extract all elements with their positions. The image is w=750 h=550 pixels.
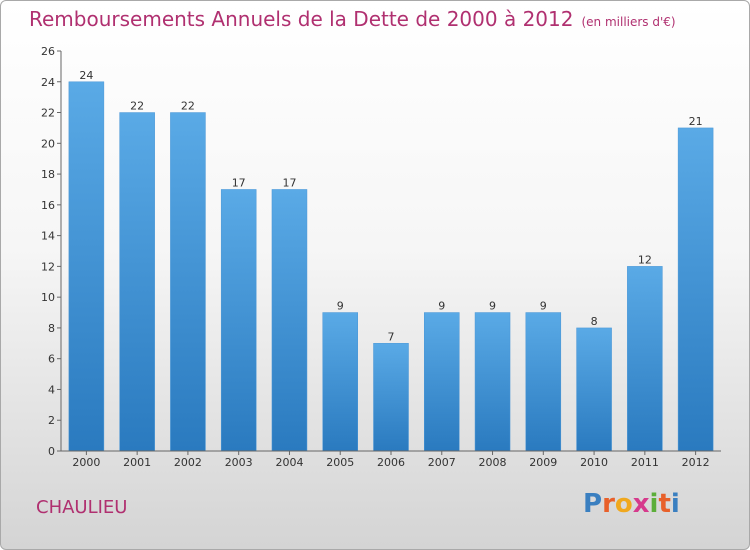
bar [271, 189, 308, 452]
logo-letter: i [649, 489, 659, 519]
bar [119, 112, 155, 452]
title-line: Remboursements Annuels de la Dette de 20… [29, 7, 676, 31]
bar [525, 312, 562, 452]
y-tick-label: 8 [48, 322, 55, 335]
x-tick-label: 2002 [174, 456, 202, 469]
x-tick-label: 2012 [682, 456, 710, 469]
y-tick-label: 14 [41, 230, 55, 243]
bar [627, 266, 663, 452]
data-label: 9 [489, 300, 496, 313]
y-tick-label: 4 [48, 383, 55, 396]
data-label: 22 [130, 100, 144, 113]
y-tick-label: 26 [41, 45, 55, 58]
x-tick-label: 2010 [580, 456, 608, 469]
x-tick-label: 2007 [428, 456, 456, 469]
data-label: 7 [388, 330, 395, 343]
bar [576, 327, 612, 452]
bar [474, 312, 511, 452]
y-tick-label: 20 [41, 137, 55, 150]
data-label: 21 [689, 115, 703, 128]
bar [220, 189, 257, 452]
chart-title: Remboursements Annuels de la Dette de 20… [29, 7, 574, 31]
bars-group: 24 22 22 17 17 9 7 9 9 9 8 12 21 [68, 69, 714, 452]
data-label: 8 [591, 315, 598, 328]
data-label: 22 [181, 100, 195, 113]
logo-letter: i [670, 489, 680, 519]
x-tick-label: 2000 [72, 456, 100, 469]
y-tick-label: 10 [41, 291, 55, 304]
x-tick-label: 2008 [479, 456, 507, 469]
x-tick-label: 2005 [326, 456, 354, 469]
data-label: 24 [79, 69, 93, 82]
data-label: 9 [337, 300, 344, 313]
y-tick-label: 12 [41, 260, 55, 273]
bar [68, 81, 105, 452]
x-tick-label: 2011 [631, 456, 659, 469]
logo-letter: o [614, 489, 633, 519]
y-tick-label: 22 [41, 107, 55, 120]
y-tick-label: 24 [41, 76, 55, 89]
bar [170, 112, 206, 452]
logo-letter: x [632, 489, 650, 519]
x-tick-label: 2003 [225, 456, 253, 469]
bar [373, 343, 409, 452]
data-label: 17 [232, 176, 246, 189]
y-tick-label: 18 [41, 168, 55, 181]
bar [424, 312, 460, 452]
logo-letter: P [583, 489, 603, 519]
x-axis: 2000 2001 2002 2003 2004 2005 2006 2007 2008 2009… [61, 450, 721, 469]
data-label: 17 [282, 176, 296, 189]
data-label: 9 [540, 300, 547, 313]
logo-letter: r [602, 489, 615, 519]
y-tick-label: 6 [48, 353, 55, 366]
y-tick-label: 0 [48, 445, 55, 458]
chart-subtitle: (en milliers d'€) [581, 15, 676, 29]
x-tick-label: 2004 [275, 456, 303, 469]
logo-letter: t [658, 489, 671, 519]
y-tick-label: 16 [41, 199, 55, 212]
data-label: 9 [438, 300, 445, 313]
x-tick-label: 2006 [377, 456, 405, 469]
y-tick-label: 2 [48, 414, 55, 427]
bar [677, 127, 714, 452]
commune-name: CHAULIEU [36, 497, 128, 518]
x-tick-label: 2009 [529, 456, 557, 469]
bar [322, 312, 358, 452]
data-label: 12 [638, 253, 652, 266]
proxiti-logo[interactable]: Proxiti [583, 489, 680, 519]
x-tick-label: 2001 [123, 456, 151, 469]
